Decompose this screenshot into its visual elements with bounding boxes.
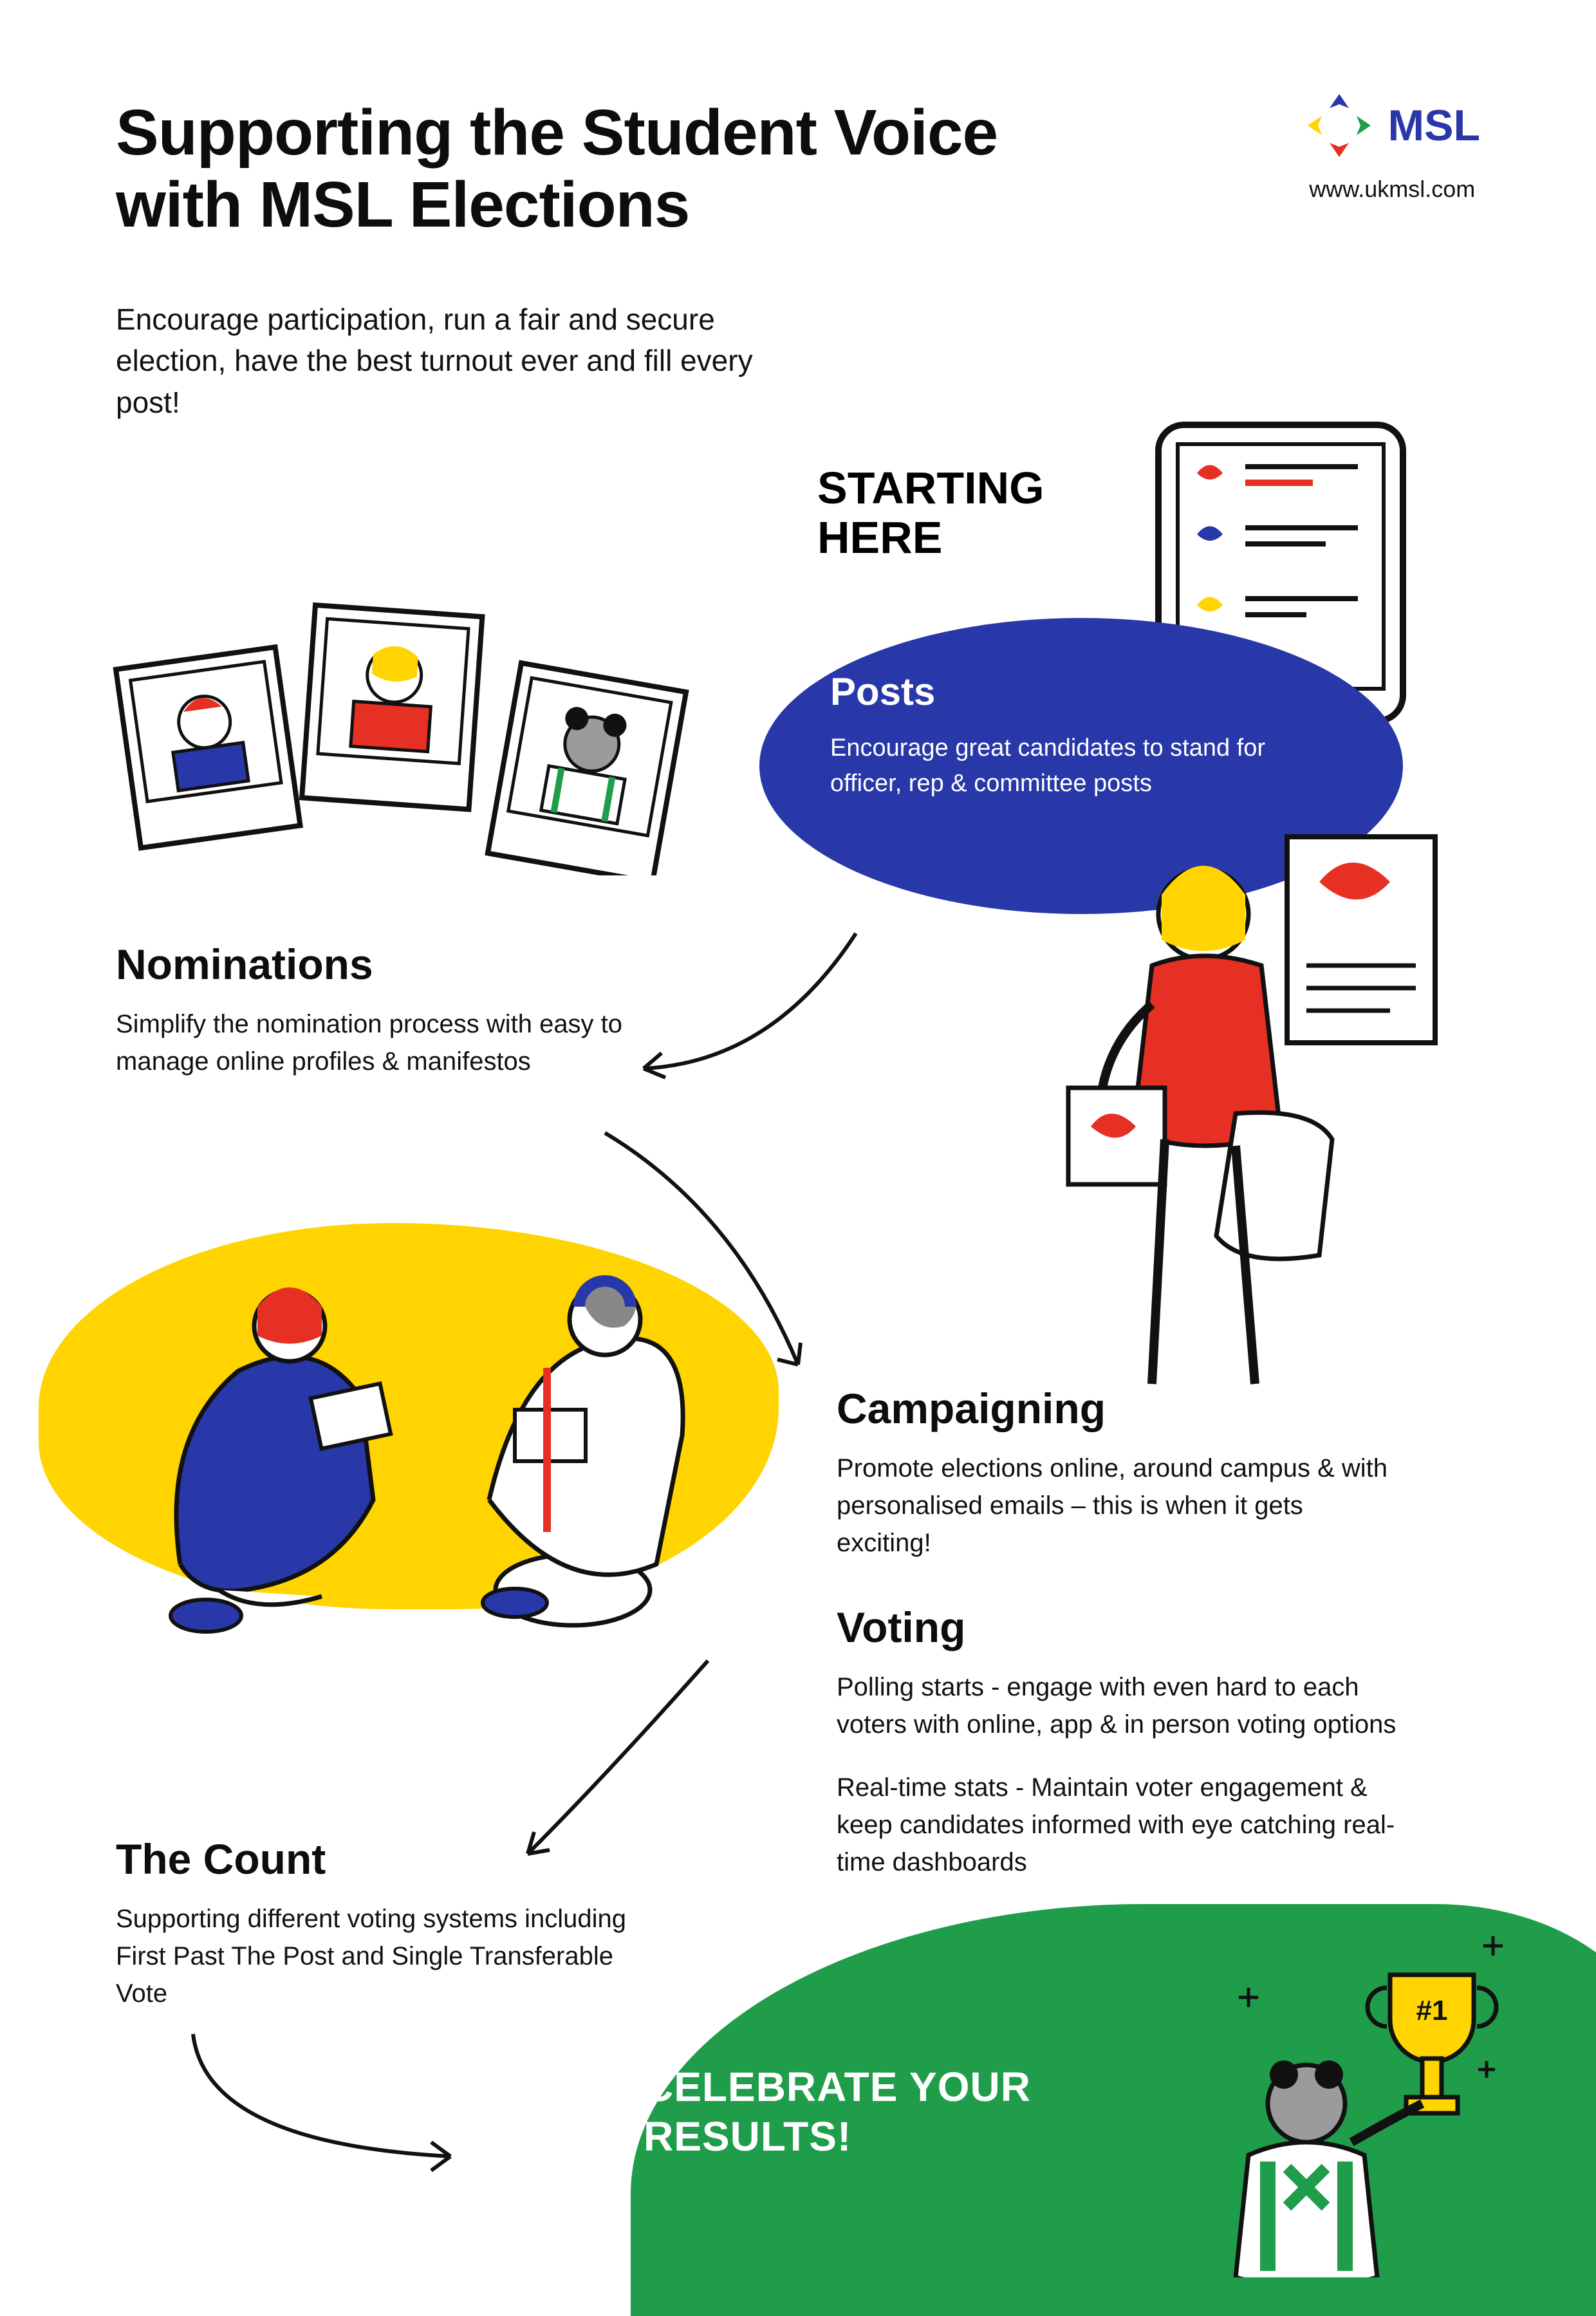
logo-icon: [1304, 90, 1375, 161]
count-body: Supporting different voting systems incl…: [116, 1900, 663, 2012]
nominations-body: Simplify the nomination process with eas…: [116, 1005, 644, 1080]
campaigning-section: Campaigning Promote elections online, ar…: [837, 1384, 1390, 1562]
starting-here-text: STARTINGHERE: [817, 463, 1044, 563]
voting-body-1: Polling starts - engage with even hard t…: [837, 1668, 1403, 1743]
polaroids-illustration: [103, 592, 714, 875]
celebrate-text: CELEBRATE YOURRESULTS!: [644, 2062, 1031, 2162]
voting-body-2: Real-time stats - Maintain voter engagem…: [837, 1769, 1403, 1881]
starting-here-label: STARTINGHERE: [817, 463, 1044, 563]
campaigning-body: Promote elections online, around campus …: [837, 1450, 1390, 1562]
logo: MSL www.ukmsl.com: [1304, 90, 1480, 203]
logo-mark: MSL: [1304, 90, 1480, 161]
arrow-nominations-to-campaigning: [566, 1120, 856, 1390]
voting-title: Voting: [837, 1603, 1403, 1652]
voting-section: Voting Polling starts - engage with even…: [837, 1603, 1403, 1881]
logo-text: MSL: [1387, 100, 1480, 151]
posts-title: Posts: [830, 669, 1332, 714]
nominations-section: Nominations Simplify the nomination proc…: [116, 940, 644, 1080]
arrow-count-to-celebrate: [167, 2021, 476, 2189]
logo-url: www.ukmsl.com: [1304, 176, 1480, 203]
trophy-person-illustration: #1: [1210, 1930, 1519, 2277]
svg-text:#1: #1: [1416, 1995, 1448, 2026]
arrow-posts-to-nominations: [618, 920, 875, 1114]
campaigning-title: Campaigning: [837, 1384, 1390, 1433]
page-title: Supporting the Student Voice with MSL El…: [116, 97, 1081, 241]
poster-person-illustration: [1043, 811, 1442, 1403]
nominations-title: Nominations: [116, 940, 644, 989]
posts-body: Encourage great candidates to stand for …: [830, 731, 1294, 801]
arrow-voting-to-count: [489, 1648, 759, 1880]
intro-text: Encourage participation, run a fair and …: [116, 299, 792, 423]
